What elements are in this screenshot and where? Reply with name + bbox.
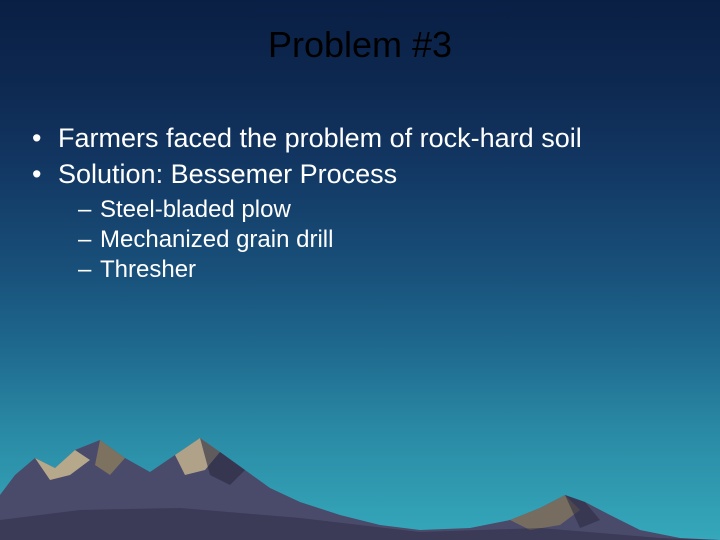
bullet-dot-icon: • bbox=[30, 122, 58, 154]
bullet-level2: – Thresher bbox=[78, 255, 680, 285]
slide: Problem #3 • Farmers faced the problem o… bbox=[0, 0, 720, 540]
bullet-level1: • Solution: Bessemer Process bbox=[30, 158, 680, 190]
bullet-text: Solution: Bessemer Process bbox=[58, 158, 397, 190]
bullet-dash-icon: – bbox=[78, 255, 100, 285]
mountain-decoration bbox=[0, 380, 720, 540]
bullet-dash-icon: – bbox=[78, 195, 100, 225]
slide-content: • Farmers faced the problem of rock-hard… bbox=[30, 122, 680, 285]
bullet-text: Steel-bladed plow bbox=[100, 195, 291, 225]
bullet-level2: – Steel-bladed plow bbox=[78, 195, 680, 225]
slide-title: Problem #3 bbox=[0, 24, 720, 66]
bullet-text: Thresher bbox=[100, 255, 196, 285]
bullet-text: Mechanized grain drill bbox=[100, 225, 333, 255]
bullet-level2: – Mechanized grain drill bbox=[78, 225, 680, 255]
bullet-text: Farmers faced the problem of rock-hard s… bbox=[58, 122, 582, 154]
bullet-dot-icon: • bbox=[30, 158, 58, 190]
bullet-dash-icon: – bbox=[78, 225, 100, 255]
bullet-level1: • Farmers faced the problem of rock-hard… bbox=[30, 122, 680, 154]
